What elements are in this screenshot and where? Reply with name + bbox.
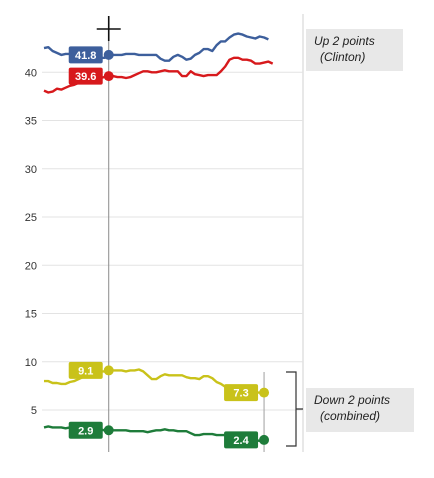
end-flag-0-box bbox=[224, 384, 259, 402]
crosshair-flag-1-label: 39.6 bbox=[75, 71, 96, 83]
plot-area bbox=[42, 14, 304, 452]
annotation-up: Up 2 points (Clinton) bbox=[306, 29, 403, 71]
crosshair-flag-0-box bbox=[68, 46, 103, 64]
y-tick-label-30: 30 bbox=[25, 164, 37, 176]
crosshair-point-2 bbox=[103, 365, 114, 376]
annotation-up-line1: Up 2 points bbox=[314, 34, 375, 48]
annotation-down-line1: Down 2 points bbox=[314, 393, 391, 407]
end-flag-0-label: 7.3 bbox=[233, 388, 248, 400]
plot-background bbox=[42, 14, 303, 452]
crosshair-point-3 bbox=[103, 425, 114, 436]
crosshair-point-0 bbox=[103, 49, 114, 60]
y-tick-label-20: 20 bbox=[25, 260, 37, 272]
crosshair-flag-2-label: 9.1 bbox=[78, 365, 93, 377]
y-tick-label-35: 35 bbox=[25, 116, 37, 128]
y-tick-label-5: 5 bbox=[31, 405, 37, 417]
annotation-down-line2: (combined) bbox=[320, 409, 381, 423]
crosshair[interactable] bbox=[96, 16, 265, 452]
annotation-down: Down 2 points (combined) bbox=[306, 388, 414, 432]
crosshair-flag-3-label: 2.9 bbox=[78, 425, 93, 437]
y-tick-label-25: 25 bbox=[25, 212, 37, 224]
crosshair-flag-1-box bbox=[68, 67, 103, 85]
end-flag-1-box bbox=[224, 431, 259, 449]
y-tick-label-10: 10 bbox=[25, 357, 37, 369]
crosshair-flag-3-box bbox=[68, 421, 103, 439]
y-tick-label-15: 15 bbox=[25, 309, 37, 321]
value-flags: 41.8 39.6 9.1 2.9 7.3 2.4 bbox=[68, 46, 270, 449]
end-point-0 bbox=[259, 387, 270, 398]
crosshair-point-1 bbox=[103, 71, 114, 82]
end-point-1 bbox=[259, 434, 270, 445]
crosshair-flag-0-label: 41.8 bbox=[75, 50, 96, 62]
y-tick-label-40: 40 bbox=[25, 67, 37, 79]
crosshair-flag-2-box bbox=[68, 361, 103, 379]
end-flag-1-label: 2.4 bbox=[233, 435, 249, 447]
y-axis-ticks: 5 10 15 20 25 30 35 40 bbox=[25, 67, 37, 417]
annotation-up-line2: (Clinton) bbox=[320, 50, 366, 64]
